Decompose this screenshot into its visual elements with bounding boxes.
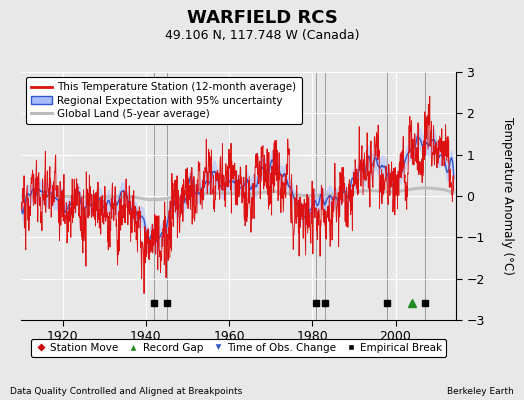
Legend: This Temperature Station (12-month average), Regional Expectation with 95% uncer: This Temperature Station (12-month avera… <box>26 77 302 124</box>
Y-axis label: Temperature Anomaly (°C): Temperature Anomaly (°C) <box>501 117 515 275</box>
Legend: Station Move, Record Gap, Time of Obs. Change, Empirical Break: Station Move, Record Gap, Time of Obs. C… <box>30 339 446 357</box>
Text: 49.106 N, 117.748 W (Canada): 49.106 N, 117.748 W (Canada) <box>165 30 359 42</box>
Text: WARFIELD RCS: WARFIELD RCS <box>187 9 337 27</box>
Text: Data Quality Controlled and Aligned at Breakpoints: Data Quality Controlled and Aligned at B… <box>10 387 243 396</box>
Text: Berkeley Earth: Berkeley Earth <box>447 387 514 396</box>
